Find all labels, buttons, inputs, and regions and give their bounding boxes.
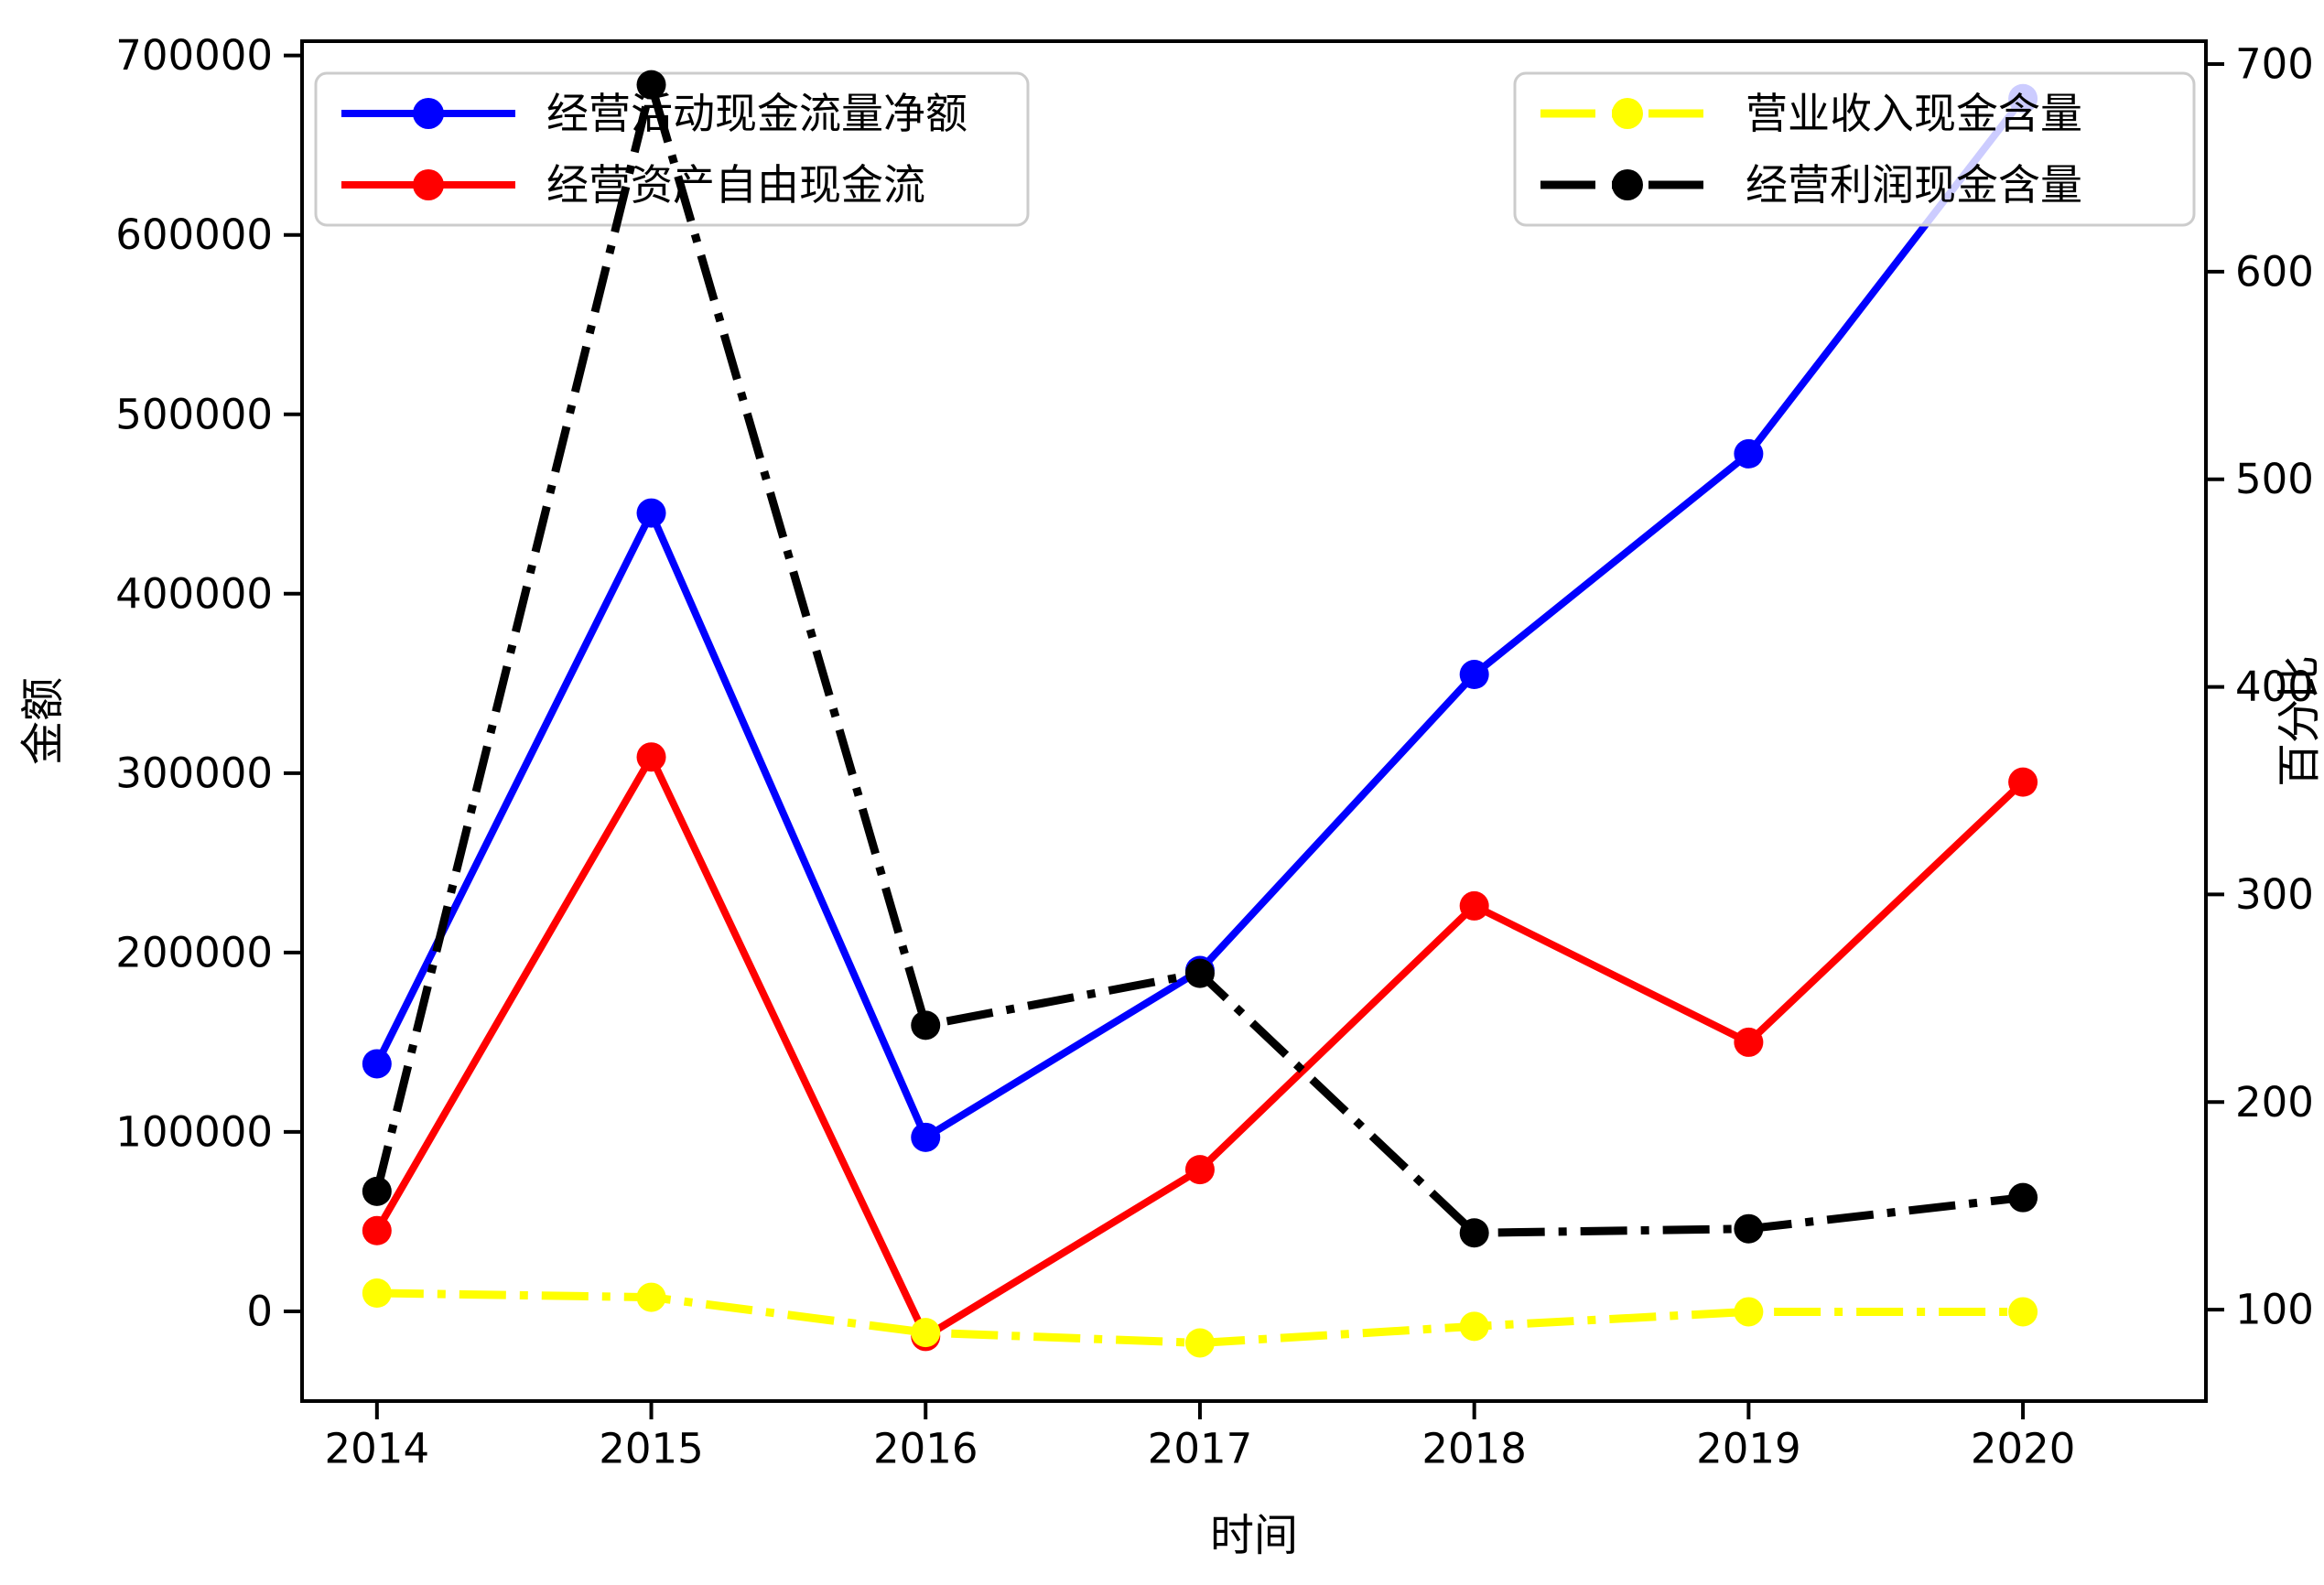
y-left-tick-label: 500000 <box>115 390 273 438</box>
y-axis-right-title: 百分比 <box>2274 654 2324 788</box>
x-axis-ticks: 2014 2015 2016 2017 2018 2019 2020 <box>325 1401 2076 1473</box>
left-axis-ticks: 0 100000 200000 300000 400000 500000 600000 700… <box>115 31 302 1335</box>
x-tick-label: 2015 <box>599 1425 704 1473</box>
y-left-tick-label: 600000 <box>115 210 273 259</box>
y-left-tick-label: 400000 <box>115 569 273 618</box>
data-point <box>1184 958 1215 988</box>
data-point <box>1459 1311 1489 1342</box>
x-tick-label: 2014 <box>325 1425 430 1473</box>
data-point <box>1734 1297 1764 1327</box>
data-point <box>636 498 666 528</box>
y-axis-left-title: 金额 <box>17 676 69 766</box>
data-point <box>1734 438 1764 469</box>
legend-marker-icon <box>1612 169 1643 200</box>
legend-marker-icon <box>1612 98 1643 129</box>
data-point <box>2008 767 2038 797</box>
data-point <box>636 70 666 100</box>
data-point <box>362 1049 392 1079</box>
data-point <box>1184 1155 1215 1185</box>
data-point <box>1459 1218 1489 1248</box>
data-point <box>362 1278 392 1309</box>
legend-entry: 经营活动现金流量净额 <box>341 89 967 138</box>
legend-marker-icon <box>413 169 444 200</box>
legend-label: 营业收入现金含量 <box>1746 89 2082 138</box>
y-left-tick-label: 700000 <box>115 31 273 80</box>
legend-marker-icon <box>413 98 444 129</box>
x-axis-title: 时间 <box>1209 1510 1299 1561</box>
series-0 <box>362 83 2038 1152</box>
data-point <box>636 1282 666 1312</box>
data-point <box>1459 890 1489 921</box>
y-right-tick-label: 500 <box>2235 455 2314 503</box>
x-tick-label: 2019 <box>1696 1425 1801 1473</box>
data-point <box>1459 660 1489 690</box>
y-left-tick-label: 300000 <box>115 749 273 797</box>
data-point <box>2008 1297 2038 1327</box>
y-right-tick-label: 700 <box>2235 39 2314 88</box>
data-point <box>911 1122 941 1152</box>
series-3 <box>362 70 2038 1248</box>
data-point <box>2008 1182 2038 1213</box>
y-left-tick-label: 200000 <box>115 928 273 976</box>
data-point <box>911 1318 941 1348</box>
data-point <box>1734 1213 1764 1244</box>
legend-entry: 营业收入现金含量 <box>1540 89 2082 138</box>
y-left-tick-label: 0 <box>246 1287 273 1335</box>
y-left-tick-label: 100000 <box>115 1107 273 1156</box>
legend-label: 经营活动现金流量净额 <box>546 89 967 138</box>
legend-entry: 经营资产自由现金流 <box>341 160 925 210</box>
data-point <box>362 1176 392 1206</box>
y-right-tick-label: 400 <box>2235 663 2314 711</box>
legend-label: 经营资产自由现金流 <box>546 160 925 210</box>
x-tick-label: 2018 <box>1421 1425 1527 1473</box>
data-point <box>362 1215 392 1245</box>
legend-entry: 经营利润现金含量 <box>1540 160 2082 210</box>
data-point <box>636 742 666 772</box>
x-tick-label: 2017 <box>1148 1425 1253 1473</box>
x-tick-label: 2020 <box>1971 1425 2076 1473</box>
legend-label: 经营利润现金含量 <box>1746 160 2082 210</box>
y-right-tick-label: 300 <box>2235 870 2314 919</box>
data-point <box>911 1010 941 1040</box>
series-1 <box>362 742 2038 1352</box>
data-point <box>1184 1328 1215 1358</box>
y-right-tick-label: 200 <box>2235 1078 2314 1127</box>
plot-border <box>300 39 2208 1403</box>
right-axis-ticks: 100 200 300 400 500 600 700 <box>2206 39 2314 1334</box>
x-tick-label: 2016 <box>873 1425 978 1473</box>
y-right-tick-label: 100 <box>2235 1286 2314 1334</box>
y-right-tick-label: 600 <box>2235 247 2314 296</box>
series-2 <box>362 1278 2038 1358</box>
data-point <box>1734 1027 1764 1057</box>
